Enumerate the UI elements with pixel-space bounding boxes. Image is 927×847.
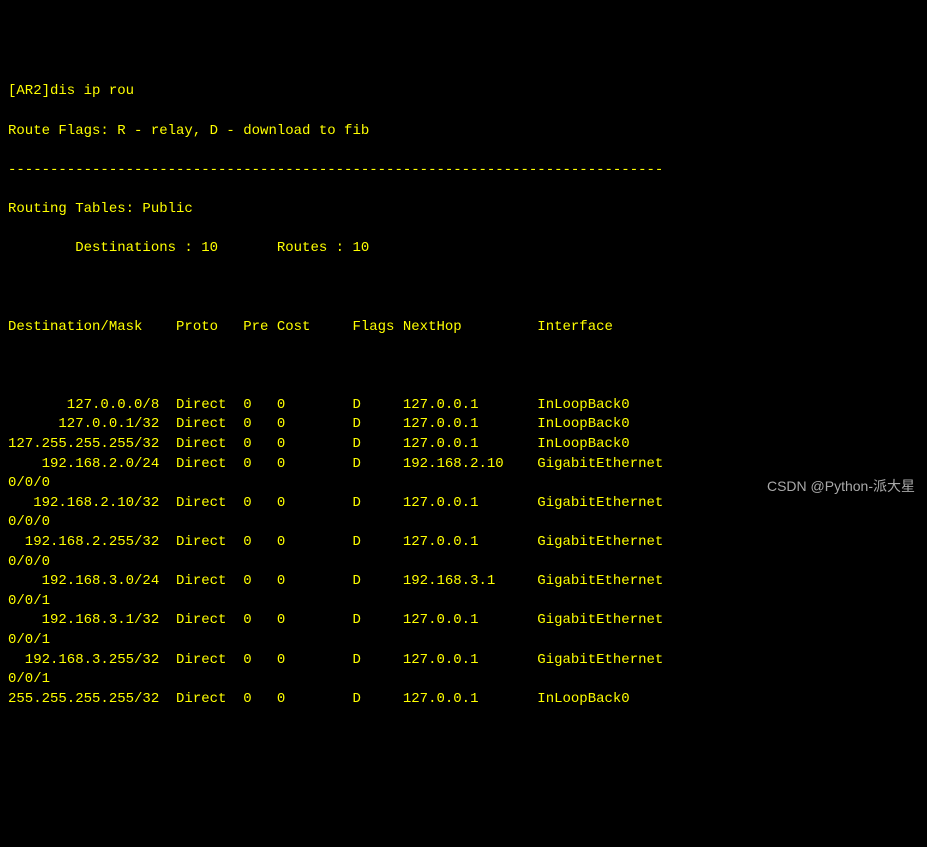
separator-line: ----------------------------------------… (8, 161, 919, 181)
watermark: CSDN @Python-派大星 (767, 477, 915, 497)
table-row: 127.0.0.1/32 Direct 0 0 D 127.0.0.1 InLo… (8, 415, 919, 435)
table-row: 255.255.255.255/32 Direct 0 0 D 127.0.0.… (8, 690, 919, 710)
flags-line: Route Flags: R - relay, D - download to … (8, 122, 919, 142)
route-rows: 127.0.0.0/8 Direct 0 0 D 127.0.0.1 InLoo… (8, 396, 919, 710)
prompt-line: [AR2]dis ip rou (8, 82, 919, 102)
table-row: 192.168.3.255/32 Direct 0 0 D 127.0.0.1 … (8, 651, 919, 671)
table-row-wrap: 0/0/1 (8, 670, 919, 690)
blank-line (8, 278, 919, 298)
table-row: 192.168.2.0/24 Direct 0 0 D 192.168.2.10… (8, 455, 919, 475)
column-header: Destination/Mask Proto Pre Cost Flags Ne… (8, 318, 919, 338)
table-row: 127.0.0.0/8 Direct 0 0 D 127.0.0.1 InLoo… (8, 396, 919, 416)
table-row: 192.168.3.1/32 Direct 0 0 D 127.0.0.1 Gi… (8, 611, 919, 631)
table-row: 192.168.3.0/24 Direct 0 0 D 192.168.3.1 … (8, 572, 919, 592)
table-row: 192.168.2.255/32 Direct 0 0 D 127.0.0.1 … (8, 533, 919, 553)
tables-line: Routing Tables: Public (8, 200, 919, 220)
table-row-wrap: 0/0/0 (8, 513, 919, 533)
table-row-wrap: 0/0/1 (8, 592, 919, 612)
table-row-wrap: 0/0/0 (8, 553, 919, 573)
table-row-wrap: 0/0/1 (8, 631, 919, 651)
blank-line (8, 357, 919, 377)
table-row: 127.255.255.255/32 Direct 0 0 D 127.0.0.… (8, 435, 919, 455)
counts-line: Destinations : 10 Routes : 10 (8, 239, 919, 259)
